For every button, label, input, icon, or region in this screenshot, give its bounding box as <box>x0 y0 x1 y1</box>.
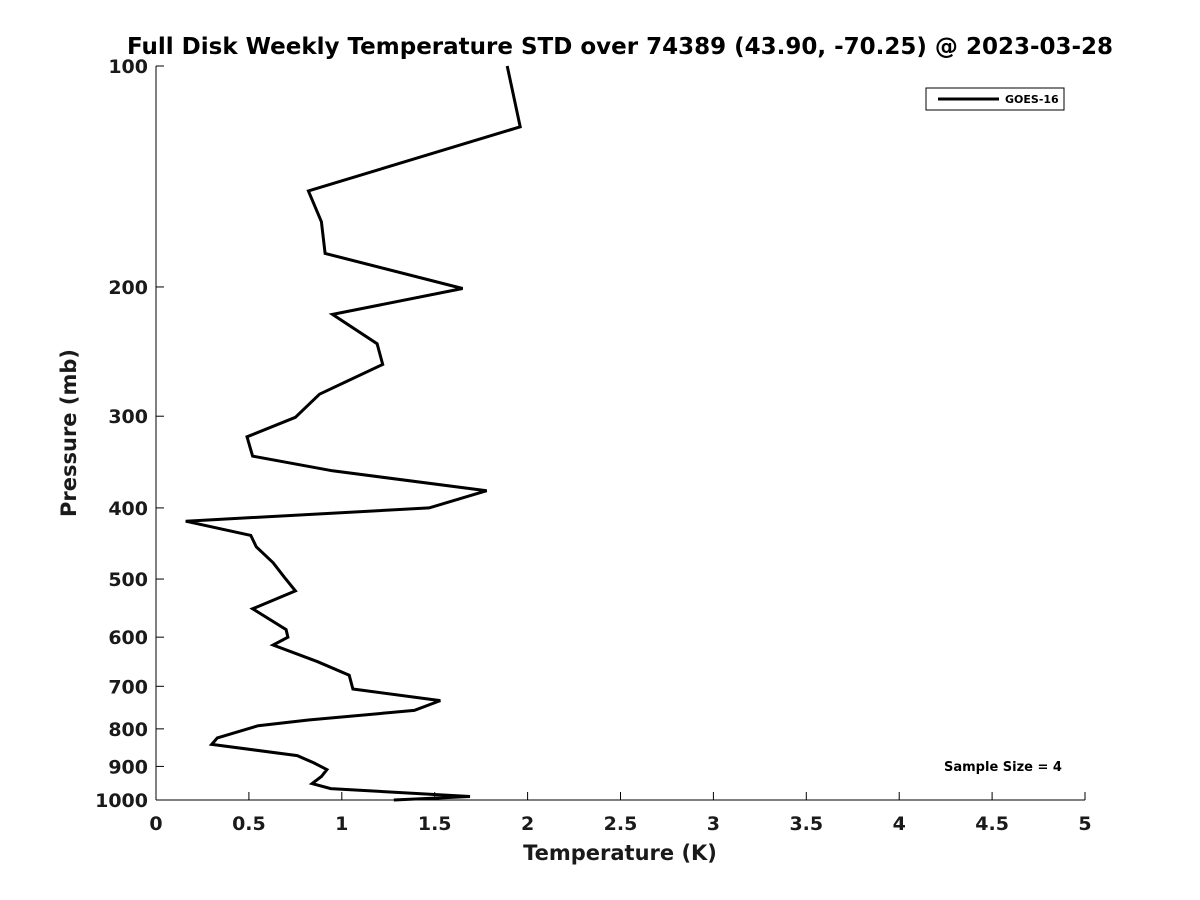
x-tick-label: 0 <box>149 813 162 835</box>
x-tick-label: 5 <box>1078 813 1091 835</box>
y-tick-label: 200 <box>108 277 148 299</box>
x-tick-label: 1.5 <box>418 813 452 835</box>
y-tick-label: 400 <box>108 498 148 520</box>
x-tick-label: 3 <box>707 813 720 835</box>
legend-label-goes-16: GOES-16 <box>1005 93 1059 106</box>
legend: GOES-16 <box>925 87 1065 111</box>
y-tick-label: 700 <box>108 676 148 698</box>
x-tick-label: 2.5 <box>604 813 638 835</box>
plot-axes <box>155 66 1085 801</box>
y-tick-label: 300 <box>108 406 148 428</box>
y-tick-label: 500 <box>108 569 148 591</box>
x-ticks: 0 0.5 1 1.5 2 2.5 3 3.5 4 4.5 5 <box>149 792 1092 835</box>
x-tick-label: 4.5 <box>975 813 1009 835</box>
y-tick-label: 600 <box>108 627 148 649</box>
y-tick-label: 800 <box>108 719 148 741</box>
y-tick-label: 1000 <box>95 790 148 812</box>
x-tick-label: 4 <box>893 813 906 835</box>
x-axis-label: Temperature (K) <box>523 841 717 865</box>
x-tick-label: 2 <box>521 813 534 835</box>
chart-title: Full Disk Weekly Temperature STD over 74… <box>127 34 1113 60</box>
y-tick-label: 900 <box>108 756 148 778</box>
x-tick-label: 0.5 <box>232 813 266 835</box>
y-axis-label: Pressure (mb) <box>57 349 81 517</box>
x-tick-label: 3.5 <box>789 813 823 835</box>
x-tick-label: 1 <box>335 813 348 835</box>
y-tick-label: 100 <box>108 56 148 78</box>
plot-area <box>185 65 522 802</box>
y-ticks: 100 200 300 400 500 600 700 800 900 1000 <box>95 56 164 812</box>
series-line-goes-16 <box>185 65 522 802</box>
sample-size-annotation: Sample Size = 4 <box>944 760 1062 775</box>
